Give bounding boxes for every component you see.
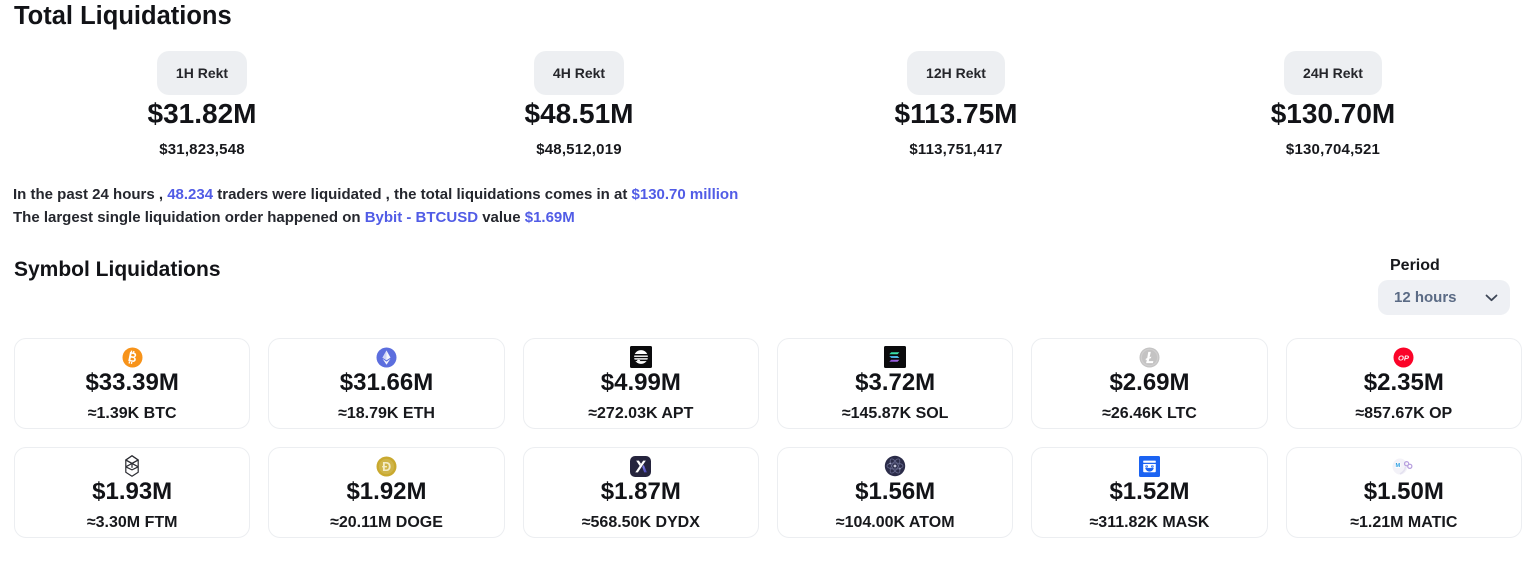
svg-text:Ð: Ð — [382, 460, 391, 474]
svg-text:OP: OP — [1398, 353, 1410, 362]
svg-text:M: M — [1395, 463, 1400, 469]
